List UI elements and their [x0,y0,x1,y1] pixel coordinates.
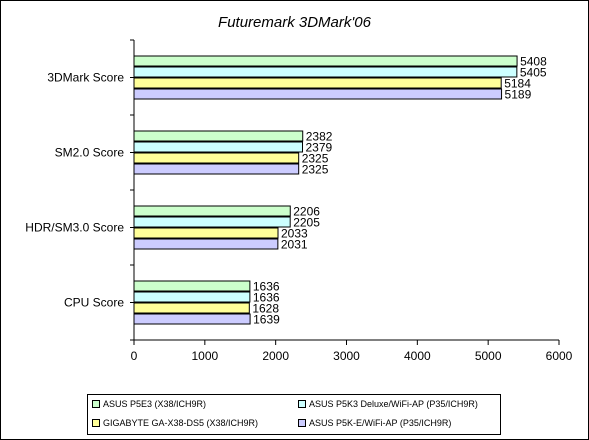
data-label: 5405 [520,66,547,80]
data-label: 2325 [302,163,329,177]
x-tick-label: 3000 [333,349,360,363]
bar [133,238,279,250]
category-label: CPU Score [64,296,124,310]
bar [133,216,291,228]
x-tick-label: 1000 [191,349,218,363]
legend-item: ASUS P5E3 (X38/ICH9R) [92,399,206,409]
x-tick-label: 4000 [404,349,431,363]
bar [133,227,279,239]
bar [133,55,518,67]
x-tick-label: 2000 [262,349,289,363]
category-label: HDR/SM3.0 Score [25,221,124,235]
bar [133,291,251,303]
bar [133,77,502,89]
bar [133,152,300,164]
bar [133,141,304,153]
x-tick-label: 0 [131,349,138,363]
data-label: 1636 [253,291,280,305]
bars-layer [133,55,518,325]
legend-item: ASUS P5K-E/WiFi-AP (P35/ICH9R) [298,418,451,428]
data-label: 5408 [520,55,547,69]
data-label: 1636 [253,280,280,294]
data-label: 1639 [253,313,280,327]
data-label: 2379 [306,141,333,155]
legend-item: ASUS P5K3 Deluxe/WiFi-AP (P35/ICH9R) [298,399,478,409]
data-label: 2382 [306,130,333,144]
bar [133,130,304,142]
legend-label: ASUS P5K-E/WiFi-AP (P35/ICH9R) [309,418,452,428]
bar [133,280,251,292]
chart-title: Futuremark 3DMark'06 [218,14,371,31]
data-label: 2206 [293,205,320,219]
bar [133,88,503,100]
data-label: 1628 [252,302,279,316]
legend-label: GIGABYTE GA-X38-DS5 (X38/ICH9R) [103,418,259,428]
bar [133,302,250,314]
axis-layer: 3DMark Score SM2.0 Score HDR/SM3.0 Score CP… [25,39,573,363]
data-label: 2325 [302,152,329,166]
data-label: 2205 [293,216,320,230]
legend-swatch [92,400,100,408]
data-label: 5184 [504,77,531,91]
bar [133,163,300,175]
legend: ASUS P5E3 (X38/ICH9R) ASUS P5K3 Deluxe/W… [87,394,501,435]
category-label: 3DMark Score [47,71,124,85]
data-label: 5189 [505,88,532,102]
x-tick-label: 6000 [546,349,573,363]
legend-label: ASUS P5E3 (X38/ICH9R) [103,399,207,409]
bar [133,66,518,78]
legend-swatch [92,419,100,427]
data-labels-layer: 5408540551845189238223792325232522062205… [252,55,547,327]
bar [133,205,291,217]
x-tick-label: 5000 [475,349,502,363]
data-label: 2031 [281,238,308,252]
category-label: SM2.0 Score [55,146,125,160]
legend-item: GIGABYTE GA-X38-DS5 (X38/ICH9R) [92,418,258,428]
legend-label: ASUS P5K3 Deluxe/WiFi-AP (P35/ICH9R) [309,399,478,409]
legend-swatch [298,400,306,408]
bar [133,313,251,325]
data-label: 2033 [281,227,308,241]
legend-swatch [298,419,306,427]
